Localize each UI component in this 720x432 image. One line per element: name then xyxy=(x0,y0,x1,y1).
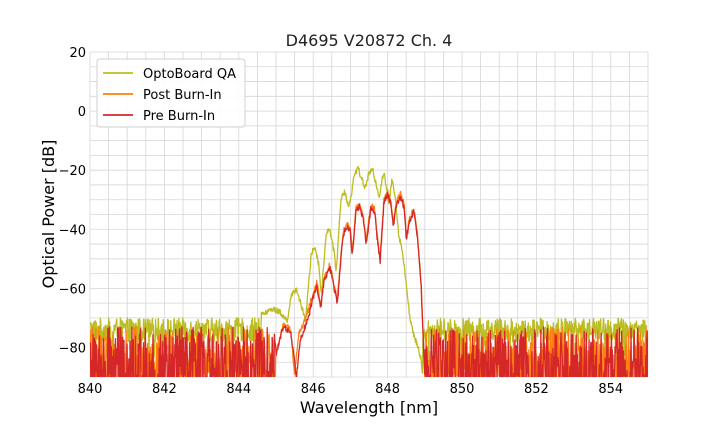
x-tick-label: 846 xyxy=(301,382,326,397)
x-axis-label: Wavelength [nm] xyxy=(300,398,438,417)
legend-label: Pre Burn-In xyxy=(143,109,215,124)
x-tick-label: 840 xyxy=(78,382,103,397)
y-tick-label: −80 xyxy=(59,341,86,356)
x-tick-label: 850 xyxy=(450,382,475,397)
y-axis-label: Optical Power [dB] xyxy=(39,140,58,289)
x-tick-labels: 840 842 844 846 848 850 852 854 xyxy=(78,382,624,397)
legend-label: Post Burn-In xyxy=(143,88,222,103)
legend: OptoBoard QA Post Burn-In Pre Burn-In xyxy=(96,58,246,128)
y-tick-label: 20 xyxy=(69,46,86,61)
y-tick-label: −20 xyxy=(59,164,86,179)
series-layer xyxy=(90,165,648,377)
x-tick-label: 852 xyxy=(524,382,549,397)
legend-box xyxy=(96,58,246,128)
x-tick-label: 848 xyxy=(375,382,400,397)
y-tick-label: −60 xyxy=(59,282,86,297)
legend-label: OptoBoard QA xyxy=(143,67,236,82)
series-line-pre-burn-in xyxy=(90,191,648,377)
x-tick-label: 842 xyxy=(152,382,177,397)
x-tick-label: 854 xyxy=(598,382,623,397)
y-tick-label: −40 xyxy=(59,223,86,238)
x-tick-label: 844 xyxy=(226,382,251,397)
legend-items: OptoBoard QA Post Burn-In Pre Burn-In xyxy=(103,67,236,124)
y-tick-label: 0 xyxy=(78,105,86,120)
chart-title: D4695 V20872 Ch. 4 xyxy=(286,31,453,50)
y-tick-labels: 20 0 −20 −40 −60 −80 xyxy=(59,46,86,356)
